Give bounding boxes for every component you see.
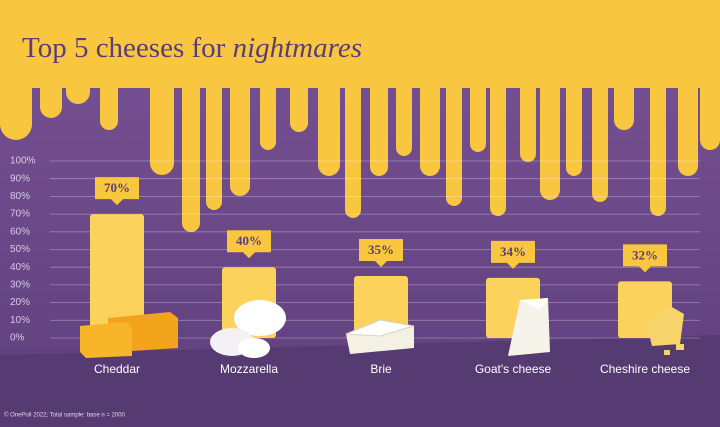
drip	[650, 60, 666, 216]
y-tick-label: 0%	[10, 333, 25, 344]
drip	[490, 60, 506, 216]
brie-rind	[345, 319, 415, 337]
value-label: 34%	[500, 244, 526, 259]
y-tick-label: 80%	[10, 191, 30, 202]
value-callout	[623, 244, 667, 273]
drip	[614, 60, 634, 130]
bar	[90, 214, 144, 338]
value-label: 32%	[632, 247, 658, 262]
x-tick-label: Cheddar	[94, 362, 140, 376]
drip	[0, 60, 32, 140]
y-tick-label: 10%	[10, 315, 30, 326]
x-tick-label: Mozzarella	[220, 362, 278, 376]
y-tick-label: 100%	[10, 156, 36, 167]
drip	[206, 60, 222, 210]
y-tick-label: 20%	[10, 297, 30, 308]
x-tick-label: Cheshire cheese	[600, 362, 690, 376]
plot-area: 0% 10% 20% 30% 40% 50% 60% 70% 80% 90% 100% 70% Ched…	[10, 156, 700, 376]
cheshire-piece	[646, 306, 684, 346]
mozzarella-ball	[234, 300, 286, 336]
drip	[592, 60, 608, 202]
drip	[420, 60, 440, 176]
y-tick-label: 30%	[10, 280, 30, 291]
drip	[40, 60, 62, 118]
y-tick-label: 60%	[10, 226, 30, 237]
footnote: © OnePoll 2022; Total sample: base n = 2…	[4, 412, 126, 419]
value-label: 35%	[368, 242, 394, 257]
drip	[370, 60, 388, 176]
title-main: Top 5 cheeses for	[22, 32, 226, 64]
drip	[678, 60, 698, 176]
value-callout	[227, 230, 271, 259]
value-label: 40%	[236, 233, 262, 248]
drip	[100, 60, 118, 130]
value-callout	[95, 177, 139, 206]
drip	[230, 60, 250, 196]
cheshire-crumb	[676, 344, 684, 350]
drip	[345, 60, 361, 218]
goats-side	[520, 298, 548, 310]
drip	[540, 60, 560, 200]
value-label: 70%	[104, 180, 130, 195]
cheshire-crumb	[664, 350, 670, 355]
floor	[0, 335, 720, 427]
mozzarella-ball	[238, 338, 270, 358]
x-tick-label: Goat's cheese	[475, 362, 552, 376]
drip	[260, 60, 276, 150]
y-tick-label: 90%	[10, 173, 30, 184]
y-tick-label: 70%	[10, 209, 30, 220]
drip	[520, 60, 536, 162]
cheese-drips	[0, 0, 720, 232]
drip	[182, 60, 200, 232]
y-tick-label: 40%	[10, 262, 30, 273]
x-tick-label: Brie	[370, 362, 392, 376]
drip	[66, 60, 90, 104]
cheddar-block	[80, 322, 132, 358]
drip	[566, 60, 582, 176]
drip	[290, 60, 308, 132]
drip	[396, 60, 412, 156]
y-tick-label: 50%	[10, 244, 30, 255]
drip	[446, 60, 462, 206]
chart-title: Top 5 cheeses for nightmares	[22, 32, 362, 64]
drip	[700, 60, 720, 150]
value-callout	[359, 239, 403, 268]
goats-wedge	[508, 298, 550, 356]
value-callout	[491, 240, 535, 269]
drip	[150, 60, 174, 175]
title-emphasis: nightmares	[233, 32, 362, 64]
drip	[318, 60, 340, 176]
drip	[470, 60, 486, 152]
